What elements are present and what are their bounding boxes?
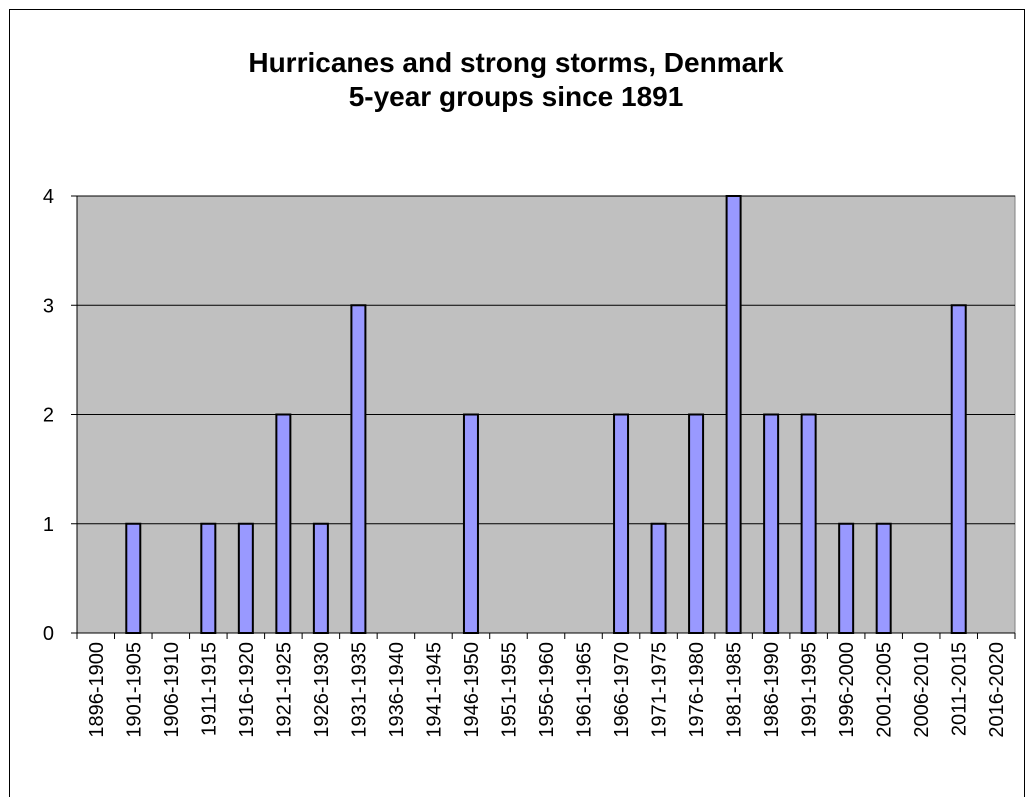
x-tick-label: 1991-1995 [799, 642, 821, 738]
gridlines [77, 195, 1015, 525]
x-tick-label: 1961-1965 [574, 642, 596, 738]
bar [838, 522, 855, 634]
y-tick-label: 4 [43, 186, 54, 208]
x-tick-label: 1971-1975 [649, 642, 671, 738]
bar [462, 413, 479, 634]
x-tick-labels: 1896-1900 1901-1905 1906-1910 1911-1915 1916… [86, 642, 1008, 738]
bar [350, 304, 367, 634]
y-tick-label: 2 [43, 405, 54, 427]
x-tick-label: 1911-1915 [198, 642, 220, 736]
y-tick-label: 0 [43, 623, 54, 645]
bar [875, 522, 892, 634]
x-tick-label: 1931-1935 [348, 642, 370, 738]
x-tick-label: 1986-1990 [761, 642, 783, 738]
bar [613, 413, 630, 634]
x-tick-label: 1916-1920 [236, 642, 258, 738]
bar [650, 522, 667, 634]
x-tick-label: 1901-1905 [123, 642, 145, 738]
x-tick-label: 2001-2005 [874, 642, 896, 738]
x-tick-label: 1946-1950 [461, 642, 483, 738]
x-tick-label: 2016-2020 [986, 642, 1008, 738]
x-tick-label: 2011-2015 [949, 642, 971, 736]
bar [763, 413, 780, 634]
bar [237, 522, 254, 634]
y-tick-labels: 0 1 2 3 4 [43, 186, 54, 645]
bars [125, 195, 967, 634]
y-tick-label: 1 [43, 514, 54, 536]
bar [800, 413, 817, 634]
chart-title-line-1: Hurricanes and strong storms, Denmark [248, 47, 784, 78]
bar [688, 413, 705, 634]
x-tick-label: 1941-1945 [423, 642, 445, 738]
x-tick-label: 1936-1940 [386, 642, 408, 738]
x-tick-label: 1976-1980 [686, 642, 708, 738]
x-tick-label: 2006-2010 [911, 642, 933, 738]
bar [275, 413, 292, 634]
bar [725, 195, 742, 634]
x-tick-label: 1921-1925 [273, 642, 295, 738]
y-tick-label: 3 [43, 295, 54, 317]
x-tick-label: 1981-1985 [724, 642, 746, 738]
x-tick-label: 1966-1970 [611, 642, 633, 738]
x-tick-label: 1906-1910 [161, 642, 183, 738]
bar [950, 304, 967, 634]
bar [200, 522, 217, 634]
chart-title: Hurricanes and strong storms, Denmark 5-… [0, 46, 1026, 114]
bar [125, 522, 142, 634]
x-tick-label: 1996-2000 [836, 642, 858, 738]
x-tick-label: 1956-1960 [536, 642, 558, 738]
x-tick-label: 1896-1900 [86, 642, 108, 738]
bar [312, 522, 329, 634]
chart-title-line-2: 5-year groups since 1891 [348, 81, 684, 112]
x-tick-label: 1926-1930 [311, 642, 333, 738]
x-tick-label: 1951-1955 [498, 642, 520, 738]
axes [71, 195, 1016, 639]
